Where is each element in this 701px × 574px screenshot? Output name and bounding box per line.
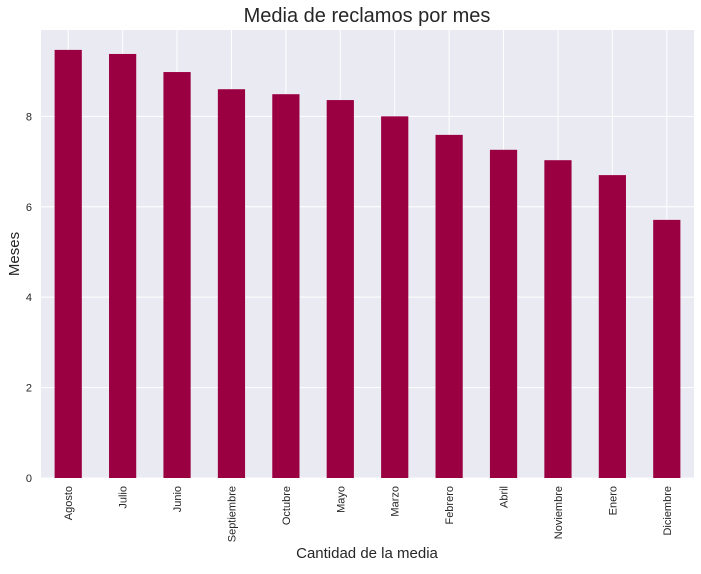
x-tick-labels: Agosto Julio Junio Septiembre Octubre Mayo Mar… (63, 486, 674, 542)
bar-agosto (54, 49, 82, 478)
bar-septiembre (217, 89, 246, 479)
bar-julio (109, 53, 137, 479)
x-tick-label: Abril (499, 486, 511, 508)
bar-abril (489, 149, 518, 478)
chart-title: Media de reclamos por mes (244, 5, 491, 27)
x-tick-label: Febrero (444, 486, 456, 525)
bar-octubre (272, 94, 300, 479)
y-tick-label: 2 (26, 383, 32, 395)
x-tick-label: Septiembre (226, 486, 238, 542)
y-tick-label: 8 (26, 111, 32, 123)
y-tick-label: 6 (26, 202, 32, 214)
bars (54, 49, 681, 479)
x-tick-label: Octubre (281, 486, 293, 525)
y-axis-label: Meses (6, 232, 23, 276)
x-tick-label: Mayo (335, 486, 347, 513)
x-tick-label: Julio (118, 486, 130, 509)
x-tick-label: Enero (607, 486, 619, 515)
y-tick-labels: 0 2 4 6 8 (26, 111, 32, 485)
bar-junio (163, 72, 191, 478)
x-tick-label: Noviembre (553, 486, 565, 539)
bar-marzo (381, 116, 409, 479)
x-tick-label: Agosto (63, 486, 75, 520)
bar-mayo (326, 100, 354, 479)
bar-enero (598, 175, 626, 479)
x-tick-label: Diciembre (662, 486, 674, 536)
bar-diciembre (653, 219, 681, 478)
plot-background (41, 30, 694, 478)
y-tick-label: 0 (26, 473, 32, 485)
bar-febrero (435, 134, 463, 478)
y-tick-label: 4 (26, 292, 32, 304)
x-tick-label: Junio (172, 486, 184, 512)
x-tick-label: Marzo (390, 486, 402, 517)
bar-noviembre (544, 160, 572, 479)
x-axis-label: Cantidad de la media (296, 545, 438, 562)
